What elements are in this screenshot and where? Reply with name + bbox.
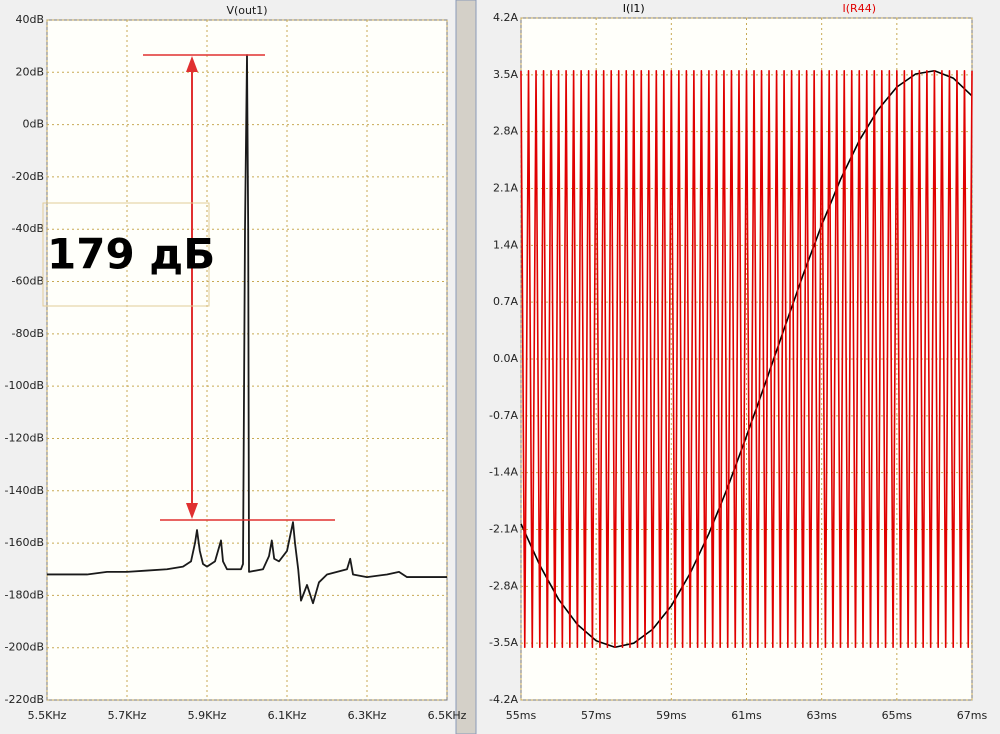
- x-tick-label: 65ms: [882, 709, 913, 722]
- annotation-box: [42, 202, 210, 307]
- x-tick-label: 5.9KHz: [188, 709, 227, 722]
- y-tick-label: 4.2A: [493, 11, 518, 24]
- y-tick-label: 3.5A: [493, 68, 518, 81]
- x-tick-label: 55ms: [506, 709, 537, 722]
- measurement-annotation: 179 дБ: [42, 54, 335, 521]
- x-tick-label: 61ms: [731, 709, 762, 722]
- y-tick-label: 2.8A: [493, 125, 518, 138]
- trace: [520, 69, 973, 649]
- y-tick-label: -1.4A: [489, 466, 518, 479]
- trace: [47, 54, 447, 605]
- y-tick-label: -60dB: [12, 275, 45, 288]
- y-tick-label: -100dB: [5, 379, 45, 392]
- trace-name: I(R44): [843, 2, 876, 15]
- trace-name: V(out1): [226, 4, 267, 17]
- y-tick-label: -3.5A: [489, 636, 518, 649]
- x-tick-label: 5.7KHz: [108, 709, 147, 722]
- x-tick-label: 6.3KHz: [348, 709, 387, 722]
- y-tick-label: 0.0A: [493, 352, 518, 365]
- trace-name: I(l1): [623, 2, 645, 15]
- annotation-text: 179 дБ: [47, 230, 215, 279]
- x-tick-label: 57ms: [581, 709, 612, 722]
- x-tick-label: 63ms: [806, 709, 837, 722]
- y-tick-label: -200dB: [5, 641, 45, 654]
- arrow-head: [186, 503, 198, 519]
- y-tick-label: -2.1A: [489, 523, 518, 536]
- y-tick-label: -80dB: [12, 327, 45, 340]
- y-tick-label: 0.7A: [493, 295, 518, 308]
- y-tick-label: -160dB: [5, 536, 45, 549]
- y-tick-label: -2.8A: [489, 579, 518, 592]
- x-tick-label: 6.1KHz: [268, 709, 307, 722]
- y-tick-label: 20dB: [15, 65, 44, 78]
- y-tick-label: -40dB: [12, 222, 45, 235]
- x-tick-label: 59ms: [656, 709, 687, 722]
- y-tick-label: -220dB: [5, 693, 45, 706]
- y-tick-label: -0.7A: [489, 409, 518, 422]
- y-tick-label: -20dB: [12, 170, 45, 183]
- y-tick-label: 40dB: [15, 13, 44, 26]
- x-tick-label: 6.5KHz: [428, 709, 467, 722]
- plots: 40dB 20dB 0dB -20dB -40dB -60dB -80dB -100dB -12…: [5, 2, 988, 722]
- arrow-head: [186, 56, 198, 72]
- y-tick-label: -4.2A: [489, 693, 518, 706]
- y-tick-label: 0dB: [22, 118, 44, 131]
- x-tick-label: 67ms: [957, 709, 988, 722]
- y-tick-label: -120dB: [5, 431, 45, 444]
- y-tick-label: 1.4A: [493, 238, 518, 251]
- x-tick-label: 5.5KHz: [28, 709, 67, 722]
- y-tick-label: -140dB: [5, 484, 45, 497]
- window-divider: [455, 0, 477, 734]
- y-tick-label: 2.1A: [493, 182, 518, 195]
- y-tick-label: -180dB: [5, 588, 45, 601]
